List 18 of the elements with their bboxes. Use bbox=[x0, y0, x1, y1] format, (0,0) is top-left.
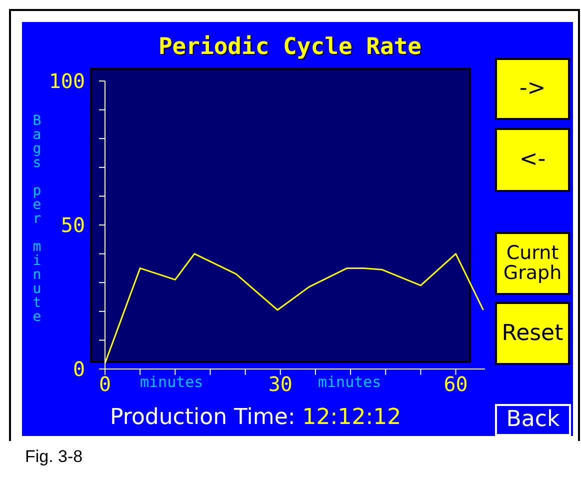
x-tick-label: 30 bbox=[268, 372, 292, 396]
text: Production Time: 12:12:12 bbox=[110, 405, 402, 430]
y-tick-label: 100 bbox=[48, 69, 85, 94]
left-arrow-button: <- bbox=[495, 128, 570, 192]
reset-button: Reset bbox=[495, 302, 570, 365]
y-tick-label: 0 bbox=[72, 357, 85, 382]
chart-title: Periodic Cycle Rate bbox=[157, 34, 423, 60]
y-tick-label: 50 bbox=[60, 213, 85, 238]
y-axis-title: Bags per minute bbox=[29, 113, 45, 323]
right-arrow-button: -> bbox=[495, 58, 570, 120]
graph-button: Curnt Graph bbox=[495, 232, 570, 295]
x-tick-label: 60 bbox=[444, 372, 468, 396]
text: minutes bbox=[318, 373, 382, 391]
line-series bbox=[105, 253, 484, 364]
back-button: Back bbox=[495, 404, 571, 436]
x-axis-title: minutes bbox=[140, 373, 204, 391]
caption: Fig. 3-8 bbox=[25, 447, 83, 467]
x-tick-label: 0 bbox=[98, 372, 112, 396]
